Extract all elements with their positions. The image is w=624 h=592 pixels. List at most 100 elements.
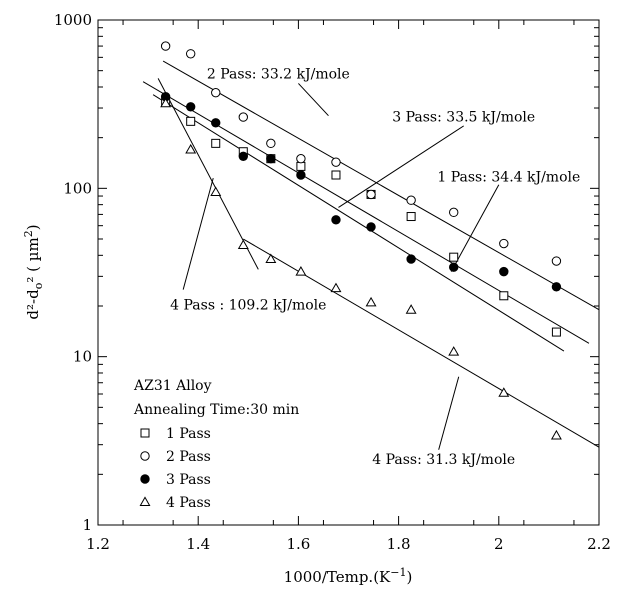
data-point <box>406 254 416 264</box>
data-point <box>366 189 376 200</box>
data-point <box>266 138 276 149</box>
data-point <box>211 138 221 148</box>
x-tick-label: 1.2 <box>86 535 110 553</box>
data-point <box>330 282 342 293</box>
legend-title-time: Annealing Time:30 min <box>133 402 299 418</box>
data-point <box>265 253 277 264</box>
legend-marker <box>139 496 151 506</box>
data-point <box>366 222 376 232</box>
data-point <box>266 153 276 164</box>
data-point <box>331 170 341 180</box>
annotation-pointer <box>182 177 214 290</box>
x-axis-label-tail: ) <box>406 568 412 586</box>
data-point <box>498 387 510 397</box>
data-point <box>551 282 562 292</box>
data-point <box>160 41 171 51</box>
legend-marker <box>140 451 150 461</box>
series-3-pass <box>160 92 562 292</box>
annotation-pointer <box>338 125 465 208</box>
annotation-label: 3 Pass: 33.5 kJ/mole <box>392 109 535 125</box>
data-point <box>406 212 416 222</box>
x-tick-label: 1.4 <box>186 535 210 553</box>
data-point <box>211 118 221 128</box>
data-point <box>550 429 562 440</box>
legend-entry: 2 Pass <box>140 449 211 465</box>
x-axis-label-sup: −1 <box>390 566 406 579</box>
legend-entries: 1 Pass 2 Pass 3 Pass 4 Pass <box>139 426 211 511</box>
data-point <box>331 215 341 225</box>
tick-labels: 1.2 1.4 1.6 1.8 2 2.2 1 10 100 1000 <box>54 11 611 553</box>
x-axis-label: 1000/Temp.(K−1) <box>284 566 413 586</box>
tick-marks <box>97 19 600 526</box>
fit-line <box>152 94 565 352</box>
data-point <box>296 170 306 180</box>
data-point <box>185 49 196 59</box>
data-point <box>160 97 172 108</box>
x-tick-label: 1.6 <box>286 535 310 553</box>
legend-marker <box>140 428 150 438</box>
data-point <box>185 102 196 112</box>
data-point <box>185 143 197 154</box>
fit-line <box>157 78 259 270</box>
data-point <box>186 116 196 126</box>
data-point <box>499 291 509 301</box>
annotation-pointer <box>450 184 500 272</box>
fit-line <box>162 60 600 311</box>
y-tick-label: 10 <box>73 348 92 366</box>
y-axis-label-sub: o <box>32 282 45 289</box>
data-point <box>499 266 509 277</box>
legend-entry: 3 Pass <box>140 472 211 488</box>
series-2-pass <box>160 41 562 266</box>
data-point <box>449 207 459 218</box>
x-tick-label: 2.2 <box>587 535 611 553</box>
data-point <box>449 252 459 262</box>
y-axis-label-sup: 2 <box>22 230 35 237</box>
annotation-pointer <box>438 376 460 450</box>
data-point <box>448 346 460 356</box>
legend-marker <box>140 474 150 484</box>
legend-label: 1 Pass <box>166 426 211 442</box>
data-point <box>211 87 221 98</box>
y-tick-label: 1 <box>82 516 92 534</box>
data-points <box>160 41 562 440</box>
legend: AZ31 Alloy Annealing Time:30 min 1 Pass 2… <box>133 378 299 511</box>
series-4-pass <box>160 97 562 440</box>
x-tick-label: 1.8 <box>387 535 411 553</box>
data-point <box>499 238 509 249</box>
y-tick-label: 100 <box>63 179 92 197</box>
data-point <box>331 157 341 167</box>
legend-entry: 1 Pass <box>140 426 211 442</box>
y-axis-label-main: d²-d <box>24 289 42 320</box>
legend-label: 3 Pass <box>166 472 211 488</box>
legend-title-alloy: AZ31 Alloy <box>133 378 212 394</box>
x-tick-label: 2 <box>494 535 504 553</box>
legend-label: 2 Pass <box>166 449 211 465</box>
data-point <box>405 304 417 314</box>
plot-frame <box>97 19 600 526</box>
data-point <box>551 256 562 266</box>
annotation-label: 4 Pass: 31.3 kJ/mole <box>372 452 515 468</box>
data-point <box>449 262 459 272</box>
legend-label: 4 Pass <box>166 495 211 511</box>
legend-entry: 4 Pass <box>139 495 211 511</box>
data-point <box>365 296 377 307</box>
annotations: 2 Pass: 33.2 kJ/mole 3 Pass: 33.5 kJ/mole… <box>170 66 580 468</box>
data-point <box>295 266 307 276</box>
data-point <box>296 161 306 171</box>
annotation-pointer <box>298 83 329 117</box>
data-point <box>551 327 561 337</box>
data-point <box>238 112 248 122</box>
y-axis-label-mid: ² ( µm <box>24 237 42 282</box>
data-point <box>296 153 306 164</box>
y-tick-label: 1000 <box>54 11 92 29</box>
annotation-label: 1 Pass: 34.4 kJ/mole <box>437 169 580 185</box>
data-point <box>238 151 248 161</box>
annotation-label: 2 Pass: 33.2 kJ/mole <box>207 66 350 82</box>
data-point <box>237 239 249 250</box>
y-axis-label-tail: ) <box>24 224 42 230</box>
y-axis-label: d²-do² ( µm2) <box>22 224 45 319</box>
x-axis-label-main: 1000/Temp.(K <box>284 568 391 586</box>
annotation-label: 4 Pass : 109.2 kJ/mole <box>170 298 326 314</box>
data-point <box>210 186 222 197</box>
